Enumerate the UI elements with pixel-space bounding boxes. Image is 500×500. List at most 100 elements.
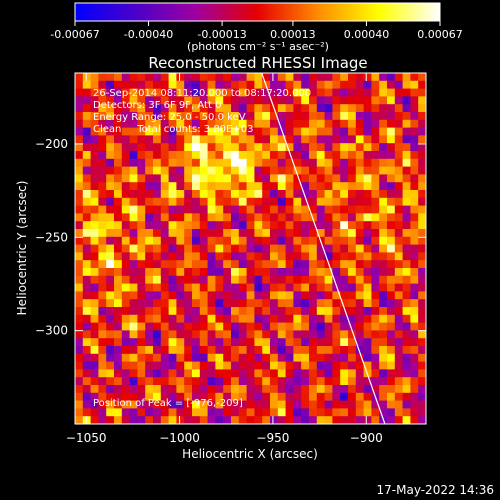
heatmap-cell bbox=[379, 314, 388, 324]
heatmap-cell bbox=[340, 400, 349, 409]
heatmap-cell bbox=[254, 346, 263, 355]
heatmap-cell bbox=[348, 236, 357, 246]
heatmap-cell bbox=[160, 73, 170, 82]
heatmap-cell bbox=[199, 283, 209, 292]
heatmap-cell bbox=[316, 307, 326, 316]
heatmap-cell bbox=[231, 314, 240, 324]
heatmap-cell bbox=[90, 174, 99, 183]
heatmap-cell bbox=[145, 307, 154, 316]
heatmap-cell bbox=[98, 307, 107, 316]
heatmap-cell bbox=[184, 299, 193, 308]
heatmap-cell bbox=[238, 369, 248, 378]
heatmap-cell bbox=[332, 244, 341, 253]
heatmap-cell bbox=[363, 322, 372, 331]
heatmap-cell bbox=[192, 166, 201, 175]
heatmap-cell bbox=[153, 96, 162, 105]
heatmap-cell bbox=[90, 73, 99, 82]
heatmap-cell bbox=[106, 252, 115, 261]
heatmap-cell bbox=[254, 392, 263, 402]
heatmap-cell bbox=[223, 244, 232, 253]
heatmap-cell bbox=[332, 80, 341, 90]
heatmap-cell bbox=[246, 158, 255, 168]
heatmap-cell bbox=[387, 158, 396, 168]
heatmap-cell bbox=[231, 392, 240, 402]
heatmap-cell bbox=[114, 135, 123, 144]
heatmap-cell bbox=[402, 166, 411, 175]
heatmap-cell bbox=[418, 158, 426, 168]
heatmap-cell bbox=[145, 104, 154, 113]
heatmap-cell bbox=[394, 197, 404, 207]
heatmap-cell bbox=[418, 166, 426, 175]
heatmap-cell bbox=[137, 166, 146, 175]
heatmap-cell bbox=[254, 158, 263, 168]
heatmap-cell bbox=[199, 338, 209, 347]
heatmap-cell bbox=[316, 229, 326, 238]
heatmap-cell bbox=[145, 112, 154, 121]
heatmap-cell bbox=[238, 299, 248, 308]
heatmap-cell bbox=[231, 260, 240, 269]
heatmap-cell bbox=[129, 166, 138, 175]
heatmap-cell bbox=[293, 314, 302, 324]
heatmap-cell bbox=[254, 408, 263, 417]
heatmap-cell bbox=[285, 338, 294, 347]
heatmap-cell bbox=[176, 166, 185, 175]
heatmap-cell bbox=[293, 190, 302, 199]
heatmap-cell bbox=[215, 291, 224, 300]
heatmap-cell bbox=[90, 377, 99, 386]
heatmap-cell bbox=[207, 213, 216, 222]
heatmap-cell bbox=[277, 275, 287, 285]
heatmap-cell bbox=[262, 236, 271, 246]
heatmap-cell bbox=[402, 252, 411, 261]
heatmap-cell bbox=[348, 151, 357, 160]
heatmap-cell bbox=[207, 275, 216, 285]
heatmap-cell bbox=[301, 80, 310, 90]
heatmap-cell bbox=[121, 229, 131, 238]
heatmap-cell bbox=[168, 408, 177, 417]
heatmap-cell bbox=[402, 158, 411, 168]
heatmap-cell bbox=[277, 158, 287, 168]
heatmap-cell bbox=[394, 346, 404, 355]
heatmap-cell bbox=[137, 416, 146, 424]
heatmap-cell bbox=[231, 252, 240, 261]
heatmap-cell bbox=[106, 174, 115, 183]
heatmap-cell bbox=[231, 416, 240, 424]
heatmap-cell bbox=[121, 268, 131, 277]
heatmap-cell bbox=[184, 322, 193, 331]
heatmap-cell bbox=[355, 314, 365, 324]
heatmap-cell bbox=[402, 174, 411, 183]
heatmap-cell bbox=[394, 96, 404, 105]
heatmap-cell bbox=[348, 182, 357, 191]
heatmap-cell bbox=[285, 291, 294, 300]
heatmap-cell bbox=[309, 151, 318, 160]
heatmap-cell bbox=[371, 221, 380, 230]
heatmap-cell bbox=[262, 346, 271, 355]
heatmap-cell bbox=[231, 213, 240, 222]
heatmap-cell bbox=[106, 299, 115, 308]
heatmap-cell bbox=[301, 244, 310, 253]
heatmap-cell bbox=[137, 104, 146, 113]
heatmap-cell bbox=[215, 416, 224, 424]
heatmap-cell bbox=[348, 400, 357, 409]
heatmap-cell bbox=[246, 330, 255, 339]
heatmap-cell bbox=[114, 408, 123, 417]
heatmap-cell bbox=[114, 221, 123, 230]
heatmap-cell bbox=[106, 314, 115, 324]
heatmap-cell bbox=[332, 151, 341, 160]
heatmap-cell bbox=[145, 353, 154, 363]
heatmap-cell bbox=[332, 229, 341, 238]
heatmap-cell bbox=[90, 353, 99, 363]
heatmap-cell bbox=[90, 112, 99, 121]
heatmap-cell bbox=[387, 377, 396, 386]
heatmap-cell bbox=[285, 112, 294, 121]
heatmap-cell bbox=[223, 119, 232, 129]
heatmap-cell bbox=[316, 143, 326, 152]
heatmap-cell bbox=[223, 283, 232, 292]
heatmap-cell bbox=[418, 190, 426, 199]
heatmap-cell bbox=[340, 112, 349, 121]
heatmap-cell bbox=[379, 346, 388, 355]
heatmap-cell bbox=[293, 416, 302, 424]
heatmap-cell bbox=[277, 408, 287, 417]
heatmap-cell bbox=[137, 291, 146, 300]
heatmap-cell bbox=[160, 314, 170, 324]
heatmap-cell bbox=[309, 236, 318, 246]
